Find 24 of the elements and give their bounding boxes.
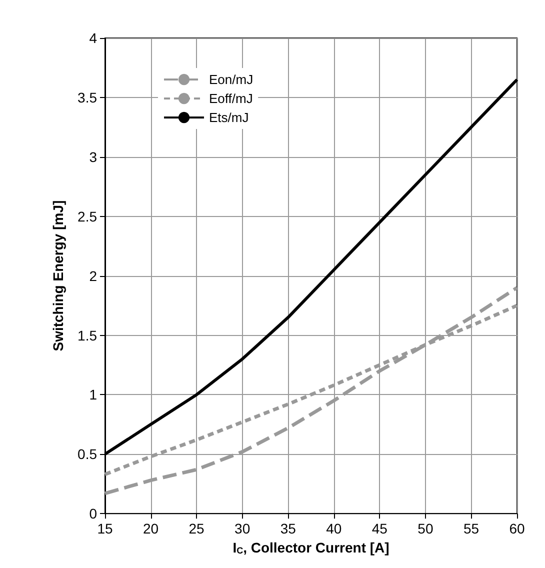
y-tick-label: 4 [89, 30, 98, 46]
x-tick-label: 40 [326, 520, 342, 537]
y-tick-label: 0.5 [78, 446, 98, 462]
y-tick-label: 1 [89, 386, 98, 403]
y-tick-label: 0 [89, 506, 98, 522]
y-tick-label: 3 [89, 148, 98, 165]
x-tick-label: 30 [234, 520, 250, 537]
legend-label: Eoff/mJ [209, 91, 253, 106]
x-tick-label: 15 [97, 520, 113, 537]
legend-label: Eon/mJ [209, 72, 254, 87]
y-tick-label: 1.5 [78, 327, 98, 344]
x-tick-label: 60 [509, 520, 525, 537]
y-tick-label: 3.5 [78, 89, 98, 106]
x-tick-label: 50 [418, 520, 434, 537]
x-tick-label: 35 [280, 520, 296, 537]
x-tick-label: 55 [463, 520, 480, 537]
y-axis-title: Switching Energy [mJ] [50, 200, 66, 352]
y-tick-label: 2.5 [78, 208, 98, 224]
x-tick-label: 45 [372, 520, 388, 537]
x-tick-label: 25 [188, 520, 205, 537]
x-axis-title: IC, Collector Current [A] [232, 540, 390, 556]
y-tick-label: 2 [89, 268, 98, 284]
legend-label: Ets/mJ [209, 110, 249, 125]
x-tick-label: 20 [142, 520, 159, 537]
